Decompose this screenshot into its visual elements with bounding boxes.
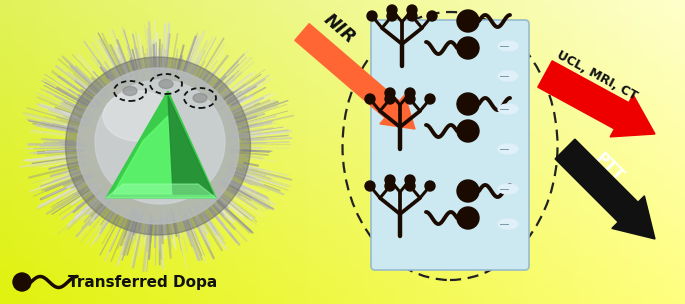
Text: NIR: NIR	[320, 10, 359, 47]
Circle shape	[385, 94, 395, 104]
Ellipse shape	[498, 144, 518, 154]
Circle shape	[457, 207, 479, 229]
Ellipse shape	[103, 91, 173, 141]
Ellipse shape	[498, 104, 518, 114]
Circle shape	[425, 94, 435, 104]
Circle shape	[457, 120, 479, 142]
Polygon shape	[106, 184, 216, 198]
Circle shape	[457, 93, 479, 115]
Polygon shape	[113, 116, 173, 194]
Circle shape	[385, 181, 395, 191]
Ellipse shape	[498, 184, 518, 194]
Circle shape	[387, 11, 397, 21]
Circle shape	[405, 175, 415, 185]
Ellipse shape	[498, 219, 518, 229]
Circle shape	[13, 273, 31, 291]
Polygon shape	[168, 96, 213, 194]
Circle shape	[457, 180, 479, 202]
Text: PTT: PTT	[593, 150, 627, 184]
Text: Transferred Dopa: Transferred Dopa	[68, 275, 217, 289]
Circle shape	[365, 181, 375, 191]
FancyArrow shape	[555, 139, 655, 239]
Circle shape	[457, 10, 479, 32]
Ellipse shape	[66, 57, 251, 235]
Circle shape	[405, 181, 415, 191]
FancyArrow shape	[538, 61, 655, 137]
Circle shape	[367, 11, 377, 21]
Circle shape	[385, 88, 395, 98]
Circle shape	[405, 94, 415, 104]
Polygon shape	[106, 91, 216, 198]
Circle shape	[405, 88, 415, 98]
Circle shape	[427, 11, 437, 21]
Circle shape	[407, 11, 417, 21]
Ellipse shape	[193, 94, 207, 102]
Circle shape	[365, 94, 375, 104]
Ellipse shape	[498, 41, 518, 51]
Ellipse shape	[159, 80, 173, 88]
Text: UCL, MRI, CT: UCL, MRI, CT	[555, 49, 640, 103]
Circle shape	[385, 175, 395, 185]
Ellipse shape	[95, 80, 225, 204]
Ellipse shape	[77, 68, 239, 224]
Circle shape	[407, 5, 417, 15]
Circle shape	[425, 181, 435, 191]
Circle shape	[457, 37, 479, 59]
FancyBboxPatch shape	[371, 20, 529, 270]
Ellipse shape	[498, 71, 518, 81]
Circle shape	[387, 5, 397, 15]
FancyArrow shape	[295, 24, 415, 129]
Ellipse shape	[123, 87, 137, 95]
